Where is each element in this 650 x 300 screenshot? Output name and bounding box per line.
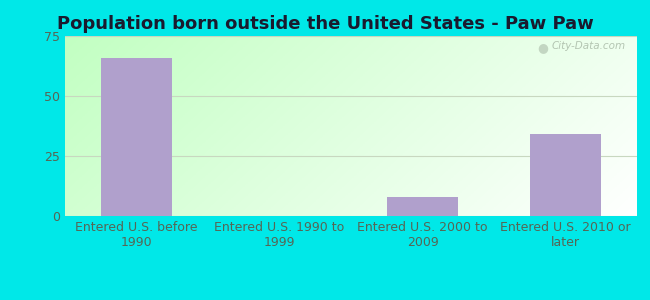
Bar: [530, 134, 601, 216]
Text: Population born outside the United States - Paw Paw: Population born outside the United State…: [57, 15, 593, 33]
Bar: [101, 58, 172, 216]
Text: City-Data.com: City-Data.com: [551, 41, 625, 51]
Text: ●: ●: [538, 41, 549, 54]
Bar: [387, 197, 458, 216]
